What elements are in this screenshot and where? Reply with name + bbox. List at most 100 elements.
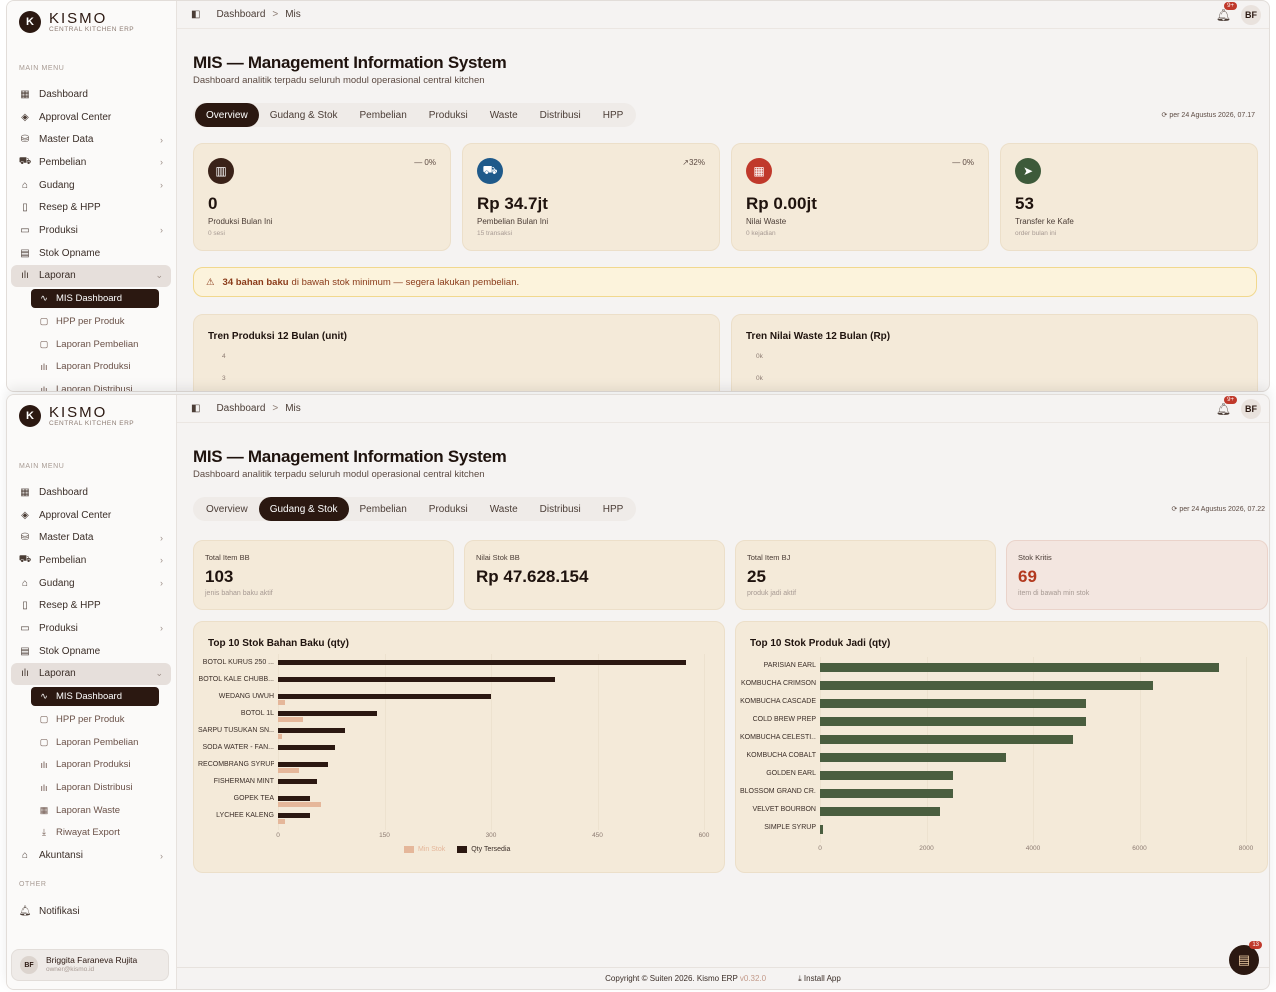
sidebar-sub-produksi[interactable]: ılı Laporan Produksi bbox=[11, 754, 171, 777]
bar-qty-tersedia[interactable] bbox=[278, 694, 491, 699]
tab-overview[interactable]: Overview bbox=[195, 103, 259, 127]
sidebar-item-resep[interactable]: ▯ Resep & HPP bbox=[11, 594, 171, 617]
sidebar-toggle-icon[interactable]: ◧ bbox=[191, 9, 201, 20]
sidebar-item-pembelian[interactable]: ⛟ Pembelian › bbox=[11, 549, 171, 572]
sidebar-toggle-icon[interactable]: ◧ bbox=[191, 403, 201, 414]
tab-distribusi[interactable]: Distribusi bbox=[539, 109, 581, 121]
tab-pembelian[interactable]: Pembelian bbox=[359, 109, 407, 121]
user-profile[interactable]: BF Briggita Faraneva Rujita owner@kismo.i… bbox=[11, 949, 169, 981]
avatar[interactable]: BF bbox=[1241, 5, 1261, 25]
y-tick: 3 bbox=[222, 375, 226, 382]
x-tick-label: 300 bbox=[485, 832, 497, 839]
bar-qty-tersedia[interactable] bbox=[278, 677, 555, 682]
bar-chart-icon: ılı bbox=[40, 782, 48, 793]
bar-min-stok[interactable] bbox=[278, 717, 303, 722]
sidebar-sub-waste[interactable]: ▦ Laporan Waste bbox=[11, 799, 171, 822]
category-label: BOTOL 1L bbox=[240, 710, 274, 717]
sidebar-item-stok-opname[interactable]: ▤ Stok Opname bbox=[11, 242, 171, 265]
tab-gudang-stok[interactable]: Gudang & Stok bbox=[269, 109, 338, 121]
bar-min-stok[interactable] bbox=[278, 700, 286, 705]
sidebar-item-laporan[interactable]: ılı Laporan ⌄ bbox=[11, 264, 171, 288]
bell-icon[interactable]: 🔔︎ 9+ bbox=[1216, 2, 1237, 22]
bar-min-stok[interactable] bbox=[278, 819, 286, 824]
kpi-label: Produksi Bulan Ini bbox=[208, 217, 273, 226]
tab-waste[interactable]: Waste bbox=[489, 109, 518, 121]
bar-qty-tersedia[interactable] bbox=[278, 660, 687, 665]
stock-alert[interactable]: ⚠ 34 bahan baku di bawah stok minimum — … bbox=[193, 267, 1257, 297]
sidebar-item-master-data[interactable]: ⛁ Master Data › bbox=[11, 526, 171, 549]
sidebar-item-pembelian[interactable]: ⛟ Pembelian › bbox=[11, 151, 171, 174]
sidebar-item-resep[interactable]: ▯ Resep & HPP bbox=[11, 196, 171, 219]
sidebar-sub-mis-dashboard[interactable]: ∿ MIS Dashboard bbox=[31, 289, 159, 309]
sidebar-item-label: Notifikasi bbox=[39, 905, 80, 917]
bar-qty[interactable] bbox=[820, 699, 1087, 708]
tab-produksi[interactable]: Produksi bbox=[428, 109, 468, 121]
install-app-link[interactable]: ⤓ Install App bbox=[798, 974, 841, 984]
chevron-right-icon: › bbox=[160, 850, 163, 861]
tab-hpp[interactable]: HPP bbox=[602, 109, 624, 121]
tab-waste[interactable]: Waste bbox=[489, 503, 518, 515]
notification-badge: 9+ bbox=[1224, 2, 1237, 10]
warehouse-icon: ⌂ bbox=[21, 577, 29, 589]
bar-qty-tersedia[interactable] bbox=[278, 728, 346, 733]
sidebar-item-produksi[interactable]: ▭ Produksi › bbox=[11, 219, 171, 242]
bar-qty[interactable] bbox=[820, 735, 1073, 744]
sidebar-item-gudang[interactable]: ⌂ Gudang › bbox=[11, 174, 171, 197]
sidebar-item-laporan[interactable]: ılı Laporan ⌄ bbox=[11, 662, 171, 686]
tab-produksi[interactable]: Produksi bbox=[428, 503, 468, 515]
logo[interactable]: K KISMO CENTRAL KITCHEN ERP bbox=[19, 11, 134, 33]
breadcrumb-dashboard[interactable]: Dashboard bbox=[216, 403, 266, 414]
bar-qty-tersedia[interactable] bbox=[278, 762, 328, 767]
sidebar-item-approval[interactable]: ◈ Approval Center bbox=[11, 504, 171, 527]
bell-icon[interactable]: 🔔︎ 9+ bbox=[1216, 396, 1237, 416]
bar-qty[interactable] bbox=[820, 753, 1007, 762]
bar-qty-tersedia[interactable] bbox=[278, 779, 318, 784]
tab-pembelian[interactable]: Pembelian bbox=[359, 503, 407, 515]
main-menu-label: MAIN MENU bbox=[19, 65, 65, 72]
sidebar-sub-riwayat-export[interactable]: ⤓ Riwayat Export bbox=[11, 822, 171, 845]
tab-hpp[interactable]: HPP bbox=[602, 503, 624, 515]
logo[interactable]: K KISMO CENTRAL KITCHEN ERP bbox=[19, 405, 134, 427]
avatar[interactable]: BF bbox=[1241, 399, 1261, 419]
sidebar-item-produksi[interactable]: ▭ Produksi › bbox=[11, 617, 171, 640]
tab-distribusi[interactable]: Distribusi bbox=[539, 503, 581, 515]
bar-min-stok[interactable] bbox=[278, 802, 321, 807]
tab-overview[interactable]: Overview bbox=[206, 503, 248, 515]
bar-qty-tersedia[interactable] bbox=[278, 745, 335, 750]
sidebar-sub-mis-dashboard[interactable]: ∿ MIS Dashboard bbox=[31, 687, 159, 707]
tab-gudang-stok[interactable]: Gudang & Stok bbox=[258, 497, 349, 521]
sidebar-sub-produksi[interactable]: ılı Laporan Produksi bbox=[11, 356, 171, 379]
kpi-card-produksi: ▥ — 0% 0 Produksi Bulan Ini 0 sesi bbox=[193, 143, 451, 251]
bar-qty-tersedia[interactable] bbox=[278, 813, 310, 818]
sidebar-item-dashboard[interactable]: ▦ Dashboard bbox=[11, 481, 171, 504]
bar-qty-tersedia[interactable] bbox=[278, 796, 310, 801]
refresh-timestamp[interactable]: ⟳ per 24 Agustus 2026, 07.22 bbox=[1172, 505, 1265, 513]
sidebar-sub-pembelian[interactable]: ▢ Laporan Pembelian bbox=[11, 731, 171, 754]
sidebar-sub-hpp[interactable]: ▢ HPP per Produk bbox=[11, 708, 171, 731]
sidebar-item-approval[interactable]: ◈ Approval Center bbox=[11, 106, 171, 129]
bar-qty[interactable] bbox=[820, 663, 1220, 672]
sidebar-sub-pembelian[interactable]: ▢ Laporan Pembelian bbox=[11, 333, 171, 356]
bar-qty[interactable] bbox=[820, 681, 1153, 690]
bar-qty[interactable] bbox=[820, 789, 954, 798]
bar-min-stok[interactable] bbox=[278, 768, 300, 773]
sidebar-item-dashboard[interactable]: ▦ Dashboard bbox=[11, 83, 171, 106]
sidebar-sub-distribusi[interactable]: ılı Laporan Distribusi bbox=[11, 378, 171, 391]
bar-qty[interactable] bbox=[820, 825, 823, 834]
sidebar-sub-distribusi[interactable]: ılı Laporan Distribusi bbox=[11, 776, 171, 799]
bar-qty[interactable] bbox=[820, 771, 954, 780]
bar-qty[interactable] bbox=[820, 807, 940, 816]
breadcrumb-dashboard[interactable]: Dashboard bbox=[216, 9, 266, 20]
bar-min-stok[interactable] bbox=[278, 734, 282, 739]
floating-action-button[interactable]: ▤ 13 bbox=[1229, 941, 1262, 975]
activity-icon: ∿ bbox=[40, 293, 48, 304]
sidebar-item-akuntansi[interactable]: ⌂ Akuntansi › bbox=[11, 844, 171, 867]
bar-qty-tersedia[interactable] bbox=[278, 711, 378, 716]
sidebar-item-notifikasi[interactable]: 🔔︎ Notifikasi bbox=[11, 900, 171, 923]
bar-qty[interactable] bbox=[820, 717, 1087, 726]
sidebar-item-gudang[interactable]: ⌂ Gudang › bbox=[11, 572, 171, 595]
sidebar-item-master-data[interactable]: ⛁ Master Data › bbox=[11, 128, 171, 151]
sidebar-sub-hpp[interactable]: ▢ HPP per Produk bbox=[11, 310, 171, 333]
sidebar-item-stok-opname[interactable]: ▤ Stok Opname bbox=[11, 640, 171, 663]
refresh-timestamp[interactable]: ⟳ per 24 Agustus 2026, 07.17 bbox=[1162, 111, 1255, 119]
